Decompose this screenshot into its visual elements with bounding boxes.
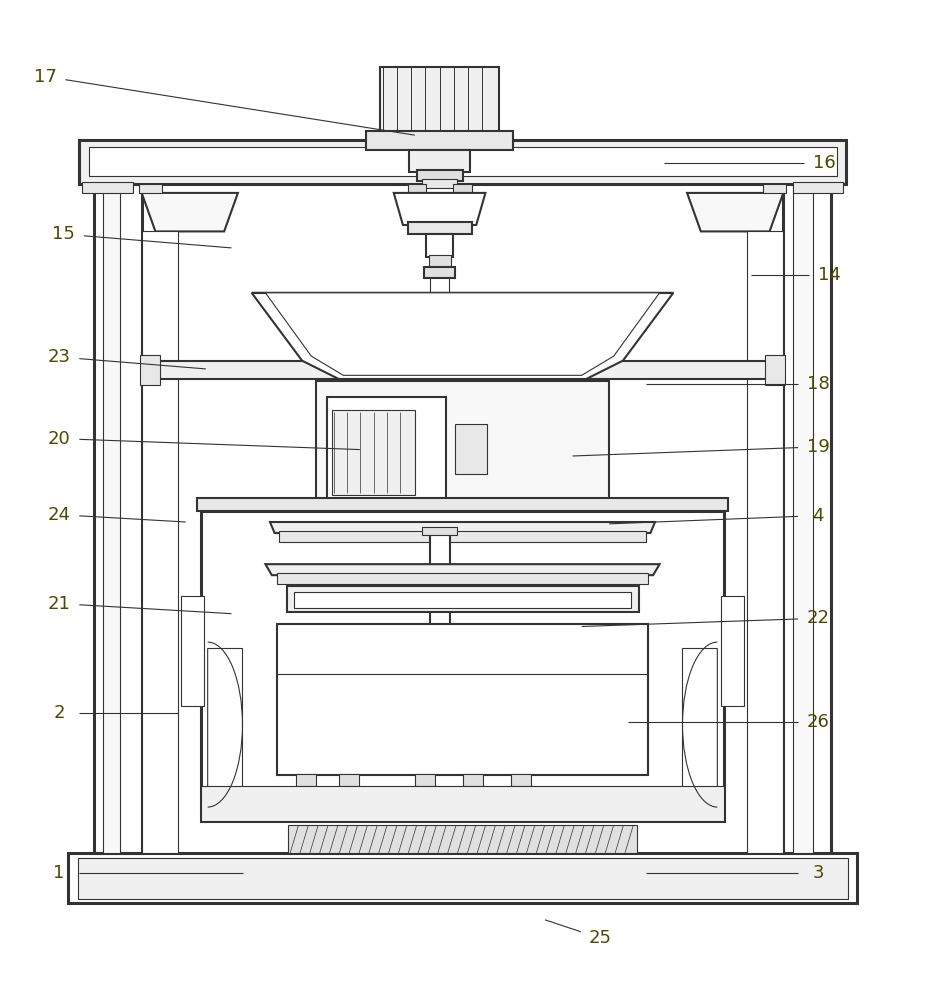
Bar <box>278 624 648 775</box>
Bar <box>453 184 472 193</box>
Bar <box>181 596 204 706</box>
Bar <box>294 592 631 608</box>
Bar <box>68 853 857 903</box>
Bar <box>339 774 359 786</box>
Bar <box>746 231 783 853</box>
Bar <box>793 184 813 853</box>
Bar <box>104 184 119 853</box>
Polygon shape <box>265 564 660 575</box>
Bar <box>80 140 845 184</box>
Bar <box>289 825 636 853</box>
Bar <box>142 231 179 853</box>
Text: 1: 1 <box>54 864 65 882</box>
Bar <box>278 573 648 584</box>
Bar <box>332 410 414 494</box>
Bar <box>287 586 638 612</box>
Text: 26: 26 <box>807 713 830 731</box>
Bar <box>366 131 513 150</box>
Bar <box>783 184 831 853</box>
Polygon shape <box>208 648 242 812</box>
Polygon shape <box>687 193 783 231</box>
Bar <box>429 532 450 642</box>
Text: 2: 2 <box>54 704 65 722</box>
Polygon shape <box>265 293 660 375</box>
Bar <box>793 182 843 193</box>
Bar <box>512 774 531 786</box>
Polygon shape <box>270 522 655 533</box>
Bar <box>428 255 450 269</box>
Bar <box>462 774 483 786</box>
Polygon shape <box>394 193 486 225</box>
Text: 17: 17 <box>34 68 56 86</box>
Text: 14: 14 <box>818 266 841 284</box>
Text: 23: 23 <box>48 348 70 366</box>
Text: 25: 25 <box>588 929 611 947</box>
Bar <box>202 511 723 821</box>
Text: 15: 15 <box>53 225 75 243</box>
Text: 4: 4 <box>812 507 824 525</box>
Bar <box>763 184 786 193</box>
Bar <box>89 147 836 176</box>
Bar <box>408 184 426 193</box>
Text: 22: 22 <box>807 609 830 627</box>
Bar <box>139 184 162 193</box>
Text: 3: 3 <box>812 864 824 882</box>
Bar <box>146 361 779 379</box>
Bar <box>279 531 646 542</box>
Bar <box>202 786 723 821</box>
Bar <box>424 267 455 278</box>
Bar <box>315 381 610 509</box>
Text: 19: 19 <box>807 438 830 456</box>
Polygon shape <box>683 648 717 812</box>
Text: 18: 18 <box>807 375 830 393</box>
Polygon shape <box>142 193 238 231</box>
Bar <box>416 170 462 181</box>
Text: 24: 24 <box>48 506 70 524</box>
Bar <box>435 507 453 541</box>
Bar <box>94 184 142 853</box>
Bar <box>410 150 470 172</box>
Bar <box>414 774 435 786</box>
Bar <box>408 222 472 234</box>
Text: 21: 21 <box>48 595 70 613</box>
Bar <box>82 182 132 193</box>
Bar <box>455 424 487 474</box>
Bar <box>721 596 744 706</box>
Bar <box>430 278 449 298</box>
Bar <box>422 528 457 535</box>
Bar <box>765 355 785 384</box>
Bar <box>422 179 457 188</box>
Polygon shape <box>252 293 673 379</box>
Text: 16: 16 <box>813 154 836 172</box>
Bar <box>380 67 500 133</box>
Bar <box>327 397 446 500</box>
Bar <box>78 858 847 899</box>
Text: 20: 20 <box>48 430 70 448</box>
Bar <box>296 774 315 786</box>
Bar <box>426 234 453 257</box>
Bar <box>140 355 160 384</box>
Bar <box>197 498 728 511</box>
